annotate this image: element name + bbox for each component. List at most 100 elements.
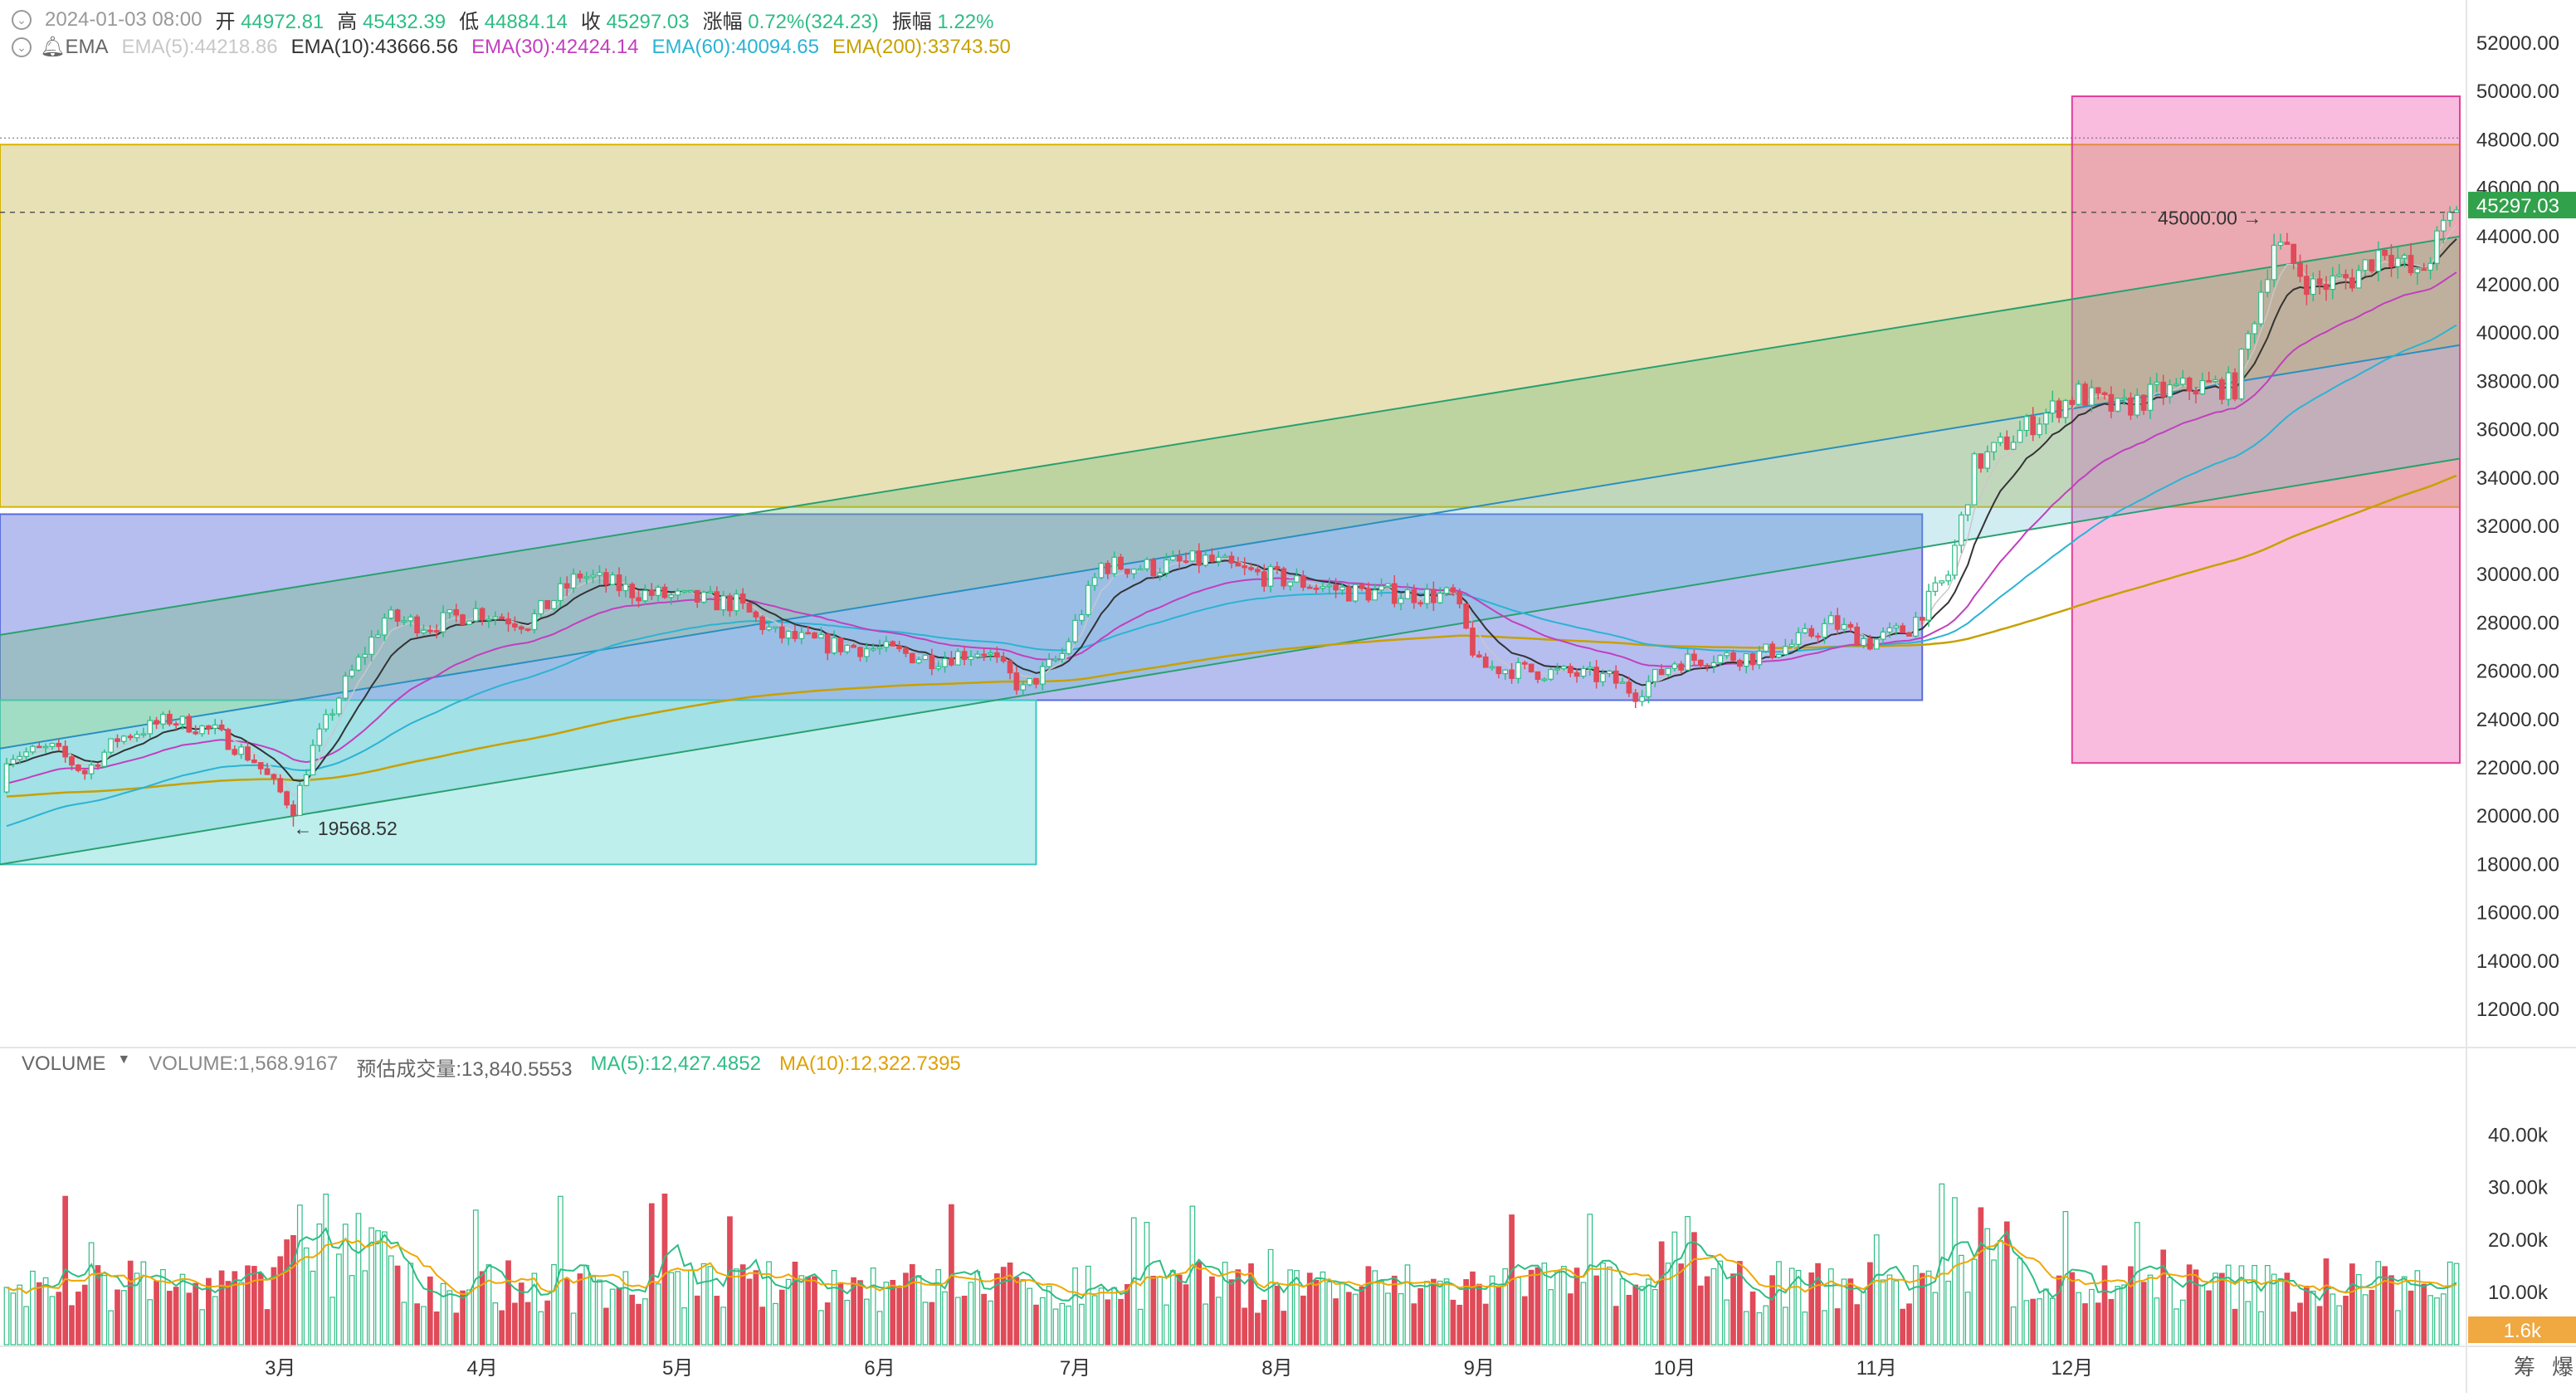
volume-bar: [1300, 1295, 1306, 1346]
candle-body: [2349, 277, 2355, 289]
volume-bar: [1782, 1307, 1788, 1346]
volume-bar: [1528, 1269, 1534, 1346]
legend-amplitude: 振幅 1.22%: [892, 5, 994, 34]
candle-body: [95, 764, 101, 767]
ema-indicator-name[interactable]: 🔔︎EMA: [40, 35, 108, 59]
chip-distribution-button[interactable]: 筹: [2514, 1355, 2535, 1380]
candle-body: [694, 589, 700, 603]
volume-bar: [1626, 1294, 1632, 1346]
candle-body: [1235, 562, 1242, 567]
volume-bar: [2225, 1264, 2232, 1346]
legend-close: 收 45297.03: [581, 5, 690, 34]
candle-body: [388, 609, 394, 619]
volume-bar: [329, 1297, 335, 1346]
alert-bell-icon[interactable]: 🔔︎: [40, 36, 66, 58]
candle-body: [1352, 584, 1359, 602]
candle-body: [382, 618, 388, 636]
collapse-chevron-icon[interactable]: ⌄: [12, 9, 32, 30]
candle-body: [206, 725, 212, 729]
candle-body: [935, 666, 942, 670]
candle-body: [1515, 662, 1521, 679]
candle-body: [2199, 379, 2206, 395]
volume-bar: [961, 1295, 968, 1346]
volume-bar: [1209, 1276, 1215, 1346]
price-axis-tick: 42000.00: [2476, 274, 2559, 296]
volume-bar: [2238, 1265, 2245, 1346]
candle-body: [798, 632, 805, 639]
volume-bar: [232, 1271, 238, 1346]
candle-body: [1215, 556, 1222, 562]
volume-bar: [407, 1263, 414, 1346]
candle-body: [1639, 696, 1645, 702]
volume-bar: [1867, 1262, 1873, 1346]
volume-axis-tick: 30.00k: [2488, 1177, 2549, 1199]
candle-body: [1098, 563, 1105, 579]
candle-body: [2284, 242, 2291, 245]
price-axis-tick: 24000.00: [2476, 709, 2559, 731]
volume-bar: [753, 1270, 759, 1346]
volume-bar: [69, 1305, 75, 1346]
volume-bar: [277, 1256, 284, 1346]
candle-body: [30, 745, 36, 753]
liquidation-button[interactable]: 爆: [2552, 1355, 2574, 1380]
candle-body: [655, 586, 661, 596]
candle-body: [1691, 653, 1697, 661]
candle-body: [1573, 672, 1580, 677]
candle-body: [1267, 566, 1274, 587]
volume-bar: [1306, 1272, 1313, 1346]
candle-body: [2238, 349, 2245, 400]
volume-bar: [1235, 1269, 1242, 1346]
candle-body: [492, 616, 499, 620]
volume-bar: [2440, 1293, 2447, 1346]
volume-bar: [505, 1260, 511, 1346]
volume-bar: [1489, 1275, 1495, 1346]
candle-body: [2252, 323, 2257, 335]
dropdown-caret-icon[interactable]: ▼: [117, 1053, 131, 1067]
ema60-line: [6, 324, 2457, 828]
candle-body: [1958, 514, 1964, 546]
volume-bar: [2069, 1272, 2076, 1346]
volume-bar: [870, 1268, 876, 1346]
volume-bar: [2401, 1276, 2408, 1346]
volume-bar: [1541, 1263, 1548, 1346]
time-axis-tick: 12月: [2051, 1357, 2093, 1380]
candle-body: [1847, 623, 1854, 628]
candle-body: [1437, 593, 1443, 603]
volume-bar: [1417, 1287, 1424, 1346]
yellow-zone: [0, 144, 2461, 508]
candle-body: [1632, 692, 1639, 702]
volume-bar: [303, 1247, 310, 1346]
volume-bar: [1046, 1285, 1052, 1346]
candle-body: [1521, 662, 1528, 665]
volume-bar: [2179, 1299, 2186, 1346]
candle-body: [805, 632, 812, 635]
candle-body: [616, 574, 622, 592]
volume-bar: [759, 1307, 766, 1346]
candle-body: [2167, 383, 2173, 398]
candle-body: [668, 594, 675, 598]
candle-body: [954, 651, 961, 666]
candle-body: [323, 714, 329, 730]
candle-body: [2382, 249, 2388, 256]
volume-bar: [531, 1272, 538, 1346]
volume-bar: [1482, 1303, 1489, 1346]
volume-bar: [1476, 1283, 1482, 1346]
drawing-zones[interactable]: [0, 95, 2461, 866]
collapse-chevron-icon[interactable]: ⌄: [12, 37, 32, 57]
volume-bar: [1743, 1311, 1749, 1346]
candle-body: [968, 656, 974, 661]
volume-bar: [1906, 1303, 1912, 1346]
candle-body: [733, 593, 739, 612]
candle-body: [264, 768, 271, 775]
volume-indicator-name[interactable]: VOLUME: [22, 1053, 106, 1075]
candle-body: [876, 647, 883, 650]
legend-open: 开 44972.81: [216, 5, 324, 34]
volume-bar: [863, 1298, 870, 1346]
candle-body: [1580, 667, 1587, 677]
volume-bar: [720, 1307, 726, 1346]
close-label: 收: [580, 11, 601, 33]
volume-bar: [1169, 1270, 1176, 1346]
volume-bar: [245, 1265, 251, 1346]
